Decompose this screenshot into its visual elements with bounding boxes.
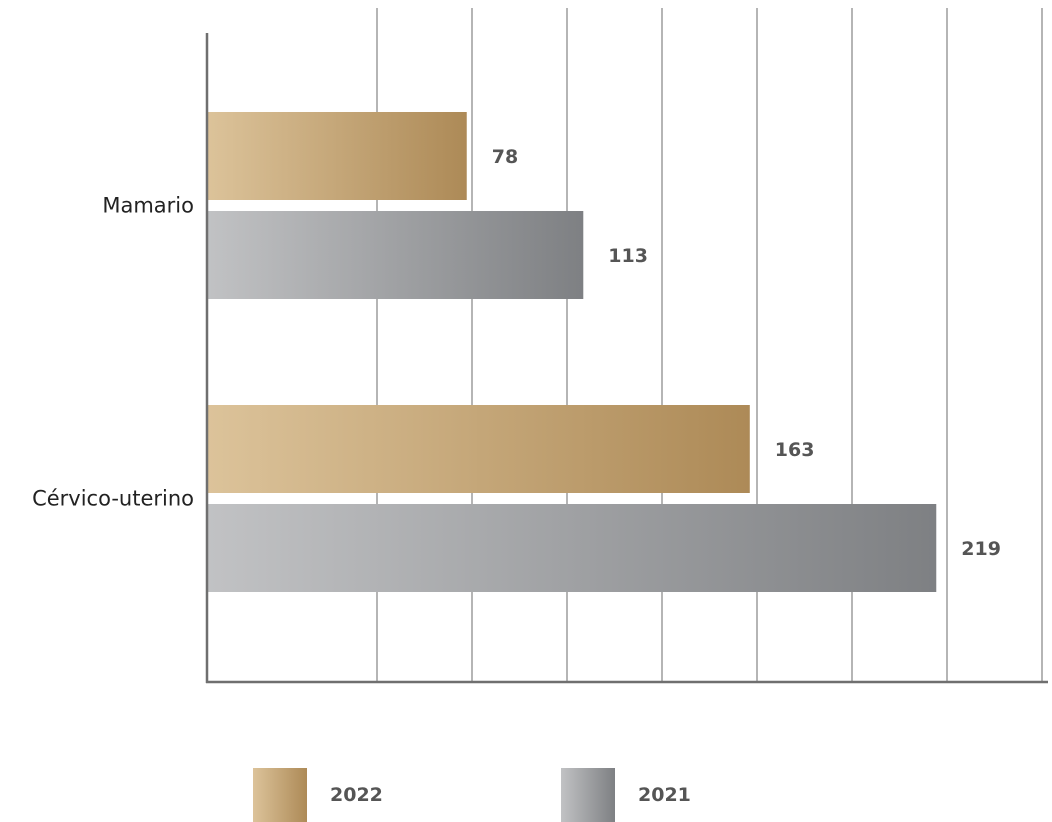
value-label: 113 [608, 245, 648, 267]
bars [207, 112, 937, 592]
bar-mamario-2021 [207, 211, 584, 299]
category-label: Mamario [102, 194, 194, 218]
value-label: 219 [961, 538, 1001, 560]
value-label: 163 [775, 439, 815, 461]
legend-swatch-2021 [561, 768, 615, 822]
value-label: 78 [492, 146, 518, 168]
bar-mamario-2022 [207, 112, 467, 200]
legend-swatch-2022 [253, 768, 307, 822]
gridlines [376, 8, 1043, 682]
bar-c-rvico-uterino-2021 [207, 504, 937, 592]
legend-label-2021: 2021 [638, 784, 691, 806]
value-labels: 78 113 163 219 [492, 146, 1001, 560]
legend-label-2022: 2022 [330, 784, 383, 806]
legend: 2022 2021 [253, 768, 691, 822]
bar-c-rvico-uterino-2022 [207, 405, 750, 493]
category-label: Cérvico-uterino [32, 487, 194, 511]
axes [205, 33, 1048, 684]
category-labels: Mamario Cérvico-uterino [32, 194, 194, 511]
